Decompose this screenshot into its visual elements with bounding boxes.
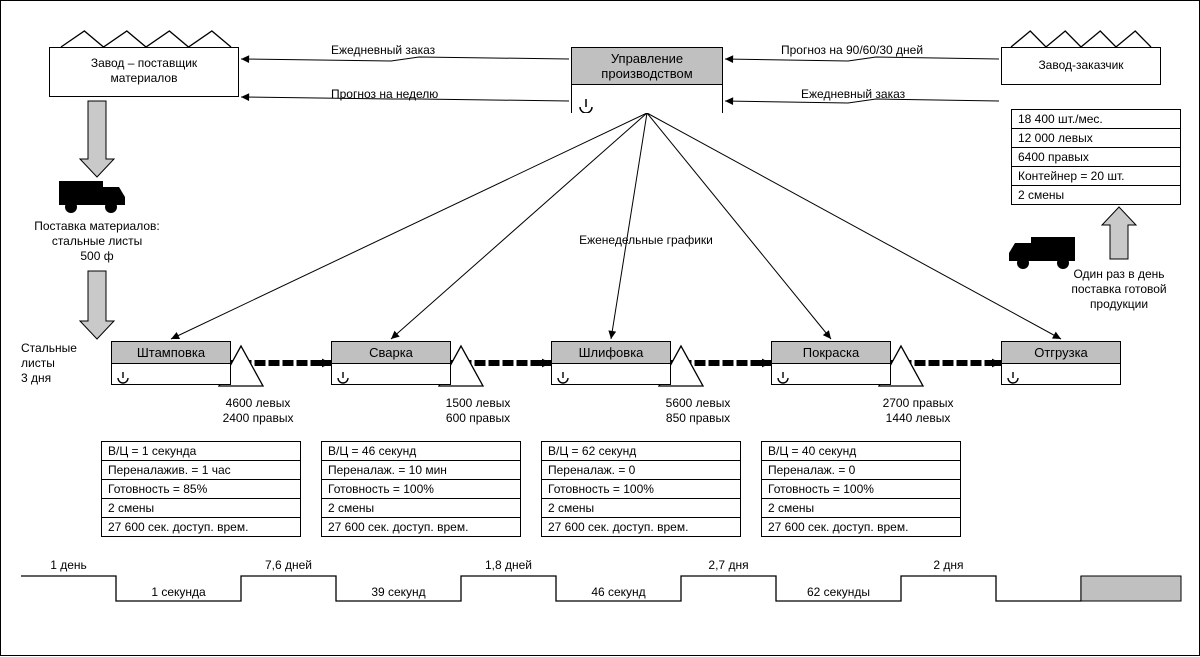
process-Штамповка: Штамповка — [111, 341, 231, 385]
customer-box: Завод-заказчик — [1001, 47, 1161, 85]
label-weekly-forecast: Прогноз на неделю — [331, 87, 438, 102]
process-Шлифовка: Шлифовка — [551, 341, 671, 385]
process-title: Отгрузка — [1002, 342, 1120, 364]
customer-title: Завод-заказчик — [1002, 48, 1160, 83]
label-daily-order-r: Ежедневный заказ — [801, 87, 905, 102]
customer-data-row: 6400 правых — [1012, 148, 1180, 167]
customer-data-row: 2 смены — [1012, 186, 1180, 204]
process-Сварка: Сварка — [331, 341, 451, 385]
timeline-upper: 1,8 дней — [461, 558, 556, 573]
supplier-box: Завод – поставщик материалов — [49, 47, 239, 97]
process-title: Сварка — [332, 342, 450, 364]
supply-text: Поставка материалов: стальные листы 500 … — [17, 219, 177, 264]
process-data-Сварка: В/Ц = 46 секундПереналаж. = 10 минГотовн… — [321, 441, 521, 537]
customer-data-row: Контейнер = 20 шт. — [1012, 167, 1180, 186]
inventory-label: 1500 левых600 правых — [423, 396, 533, 426]
control-title: Управление производством — [572, 48, 722, 85]
timeline-upper: 1 день — [21, 558, 116, 573]
inventory-label: 2700 правых1440 левых — [863, 396, 973, 426]
timeline-lower: 46 секунд — [556, 585, 681, 600]
process-data-Покраска: В/Ц = 40 секундПереналаж. = 0Готовность … — [761, 441, 961, 537]
timeline-lower: 62 секунды — [776, 585, 901, 600]
process-title: Штамповка — [112, 342, 230, 364]
process-Отгрузка: Отгрузка — [1001, 341, 1121, 385]
timeline-upper: 2 дня — [901, 558, 996, 573]
ship-text: Один раз в день поставка готовой продукц… — [1049, 267, 1189, 312]
inventory-label: 4600 левых2400 правых — [203, 396, 313, 426]
label-schedule: Еженедельные графики — [561, 233, 731, 248]
supplier-title: Завод – поставщик материалов — [50, 48, 238, 94]
label-daily-order-l: Ежедневный заказ — [331, 43, 435, 58]
steel-text: Стальные листы 3 дня — [21, 341, 101, 386]
timeline-lower: 1 секунда — [116, 585, 241, 600]
customer-data-row: 12 000 левых — [1012, 129, 1180, 148]
control-box: Управление производством — [571, 47, 723, 113]
timeline-lower: 39 секунд — [336, 585, 461, 600]
process-data-Штамповка: В/Ц = 1 секундаПереналажив. = 1 часГотов… — [101, 441, 301, 537]
timeline-upper: 2,7 дня — [681, 558, 776, 573]
timeline-upper: 7,6 дней — [241, 558, 336, 573]
process-title: Покраска — [772, 342, 890, 364]
process-Покраска: Покраска — [771, 341, 891, 385]
customer-data: 18 400 шт./мес.12 000 левых6400 правыхКо… — [1011, 109, 1181, 205]
process-data-Шлифовка: В/Ц = 62 секундПереналаж. = 0Готовность … — [541, 441, 741, 537]
process-title: Шлифовка — [552, 342, 670, 364]
inventory-label: 5600 левых850 правых — [643, 396, 753, 426]
label-forecast-r: Прогноз на 90/60/30 дней — [781, 43, 923, 58]
customer-data-row: 18 400 шт./мес. — [1012, 110, 1180, 129]
